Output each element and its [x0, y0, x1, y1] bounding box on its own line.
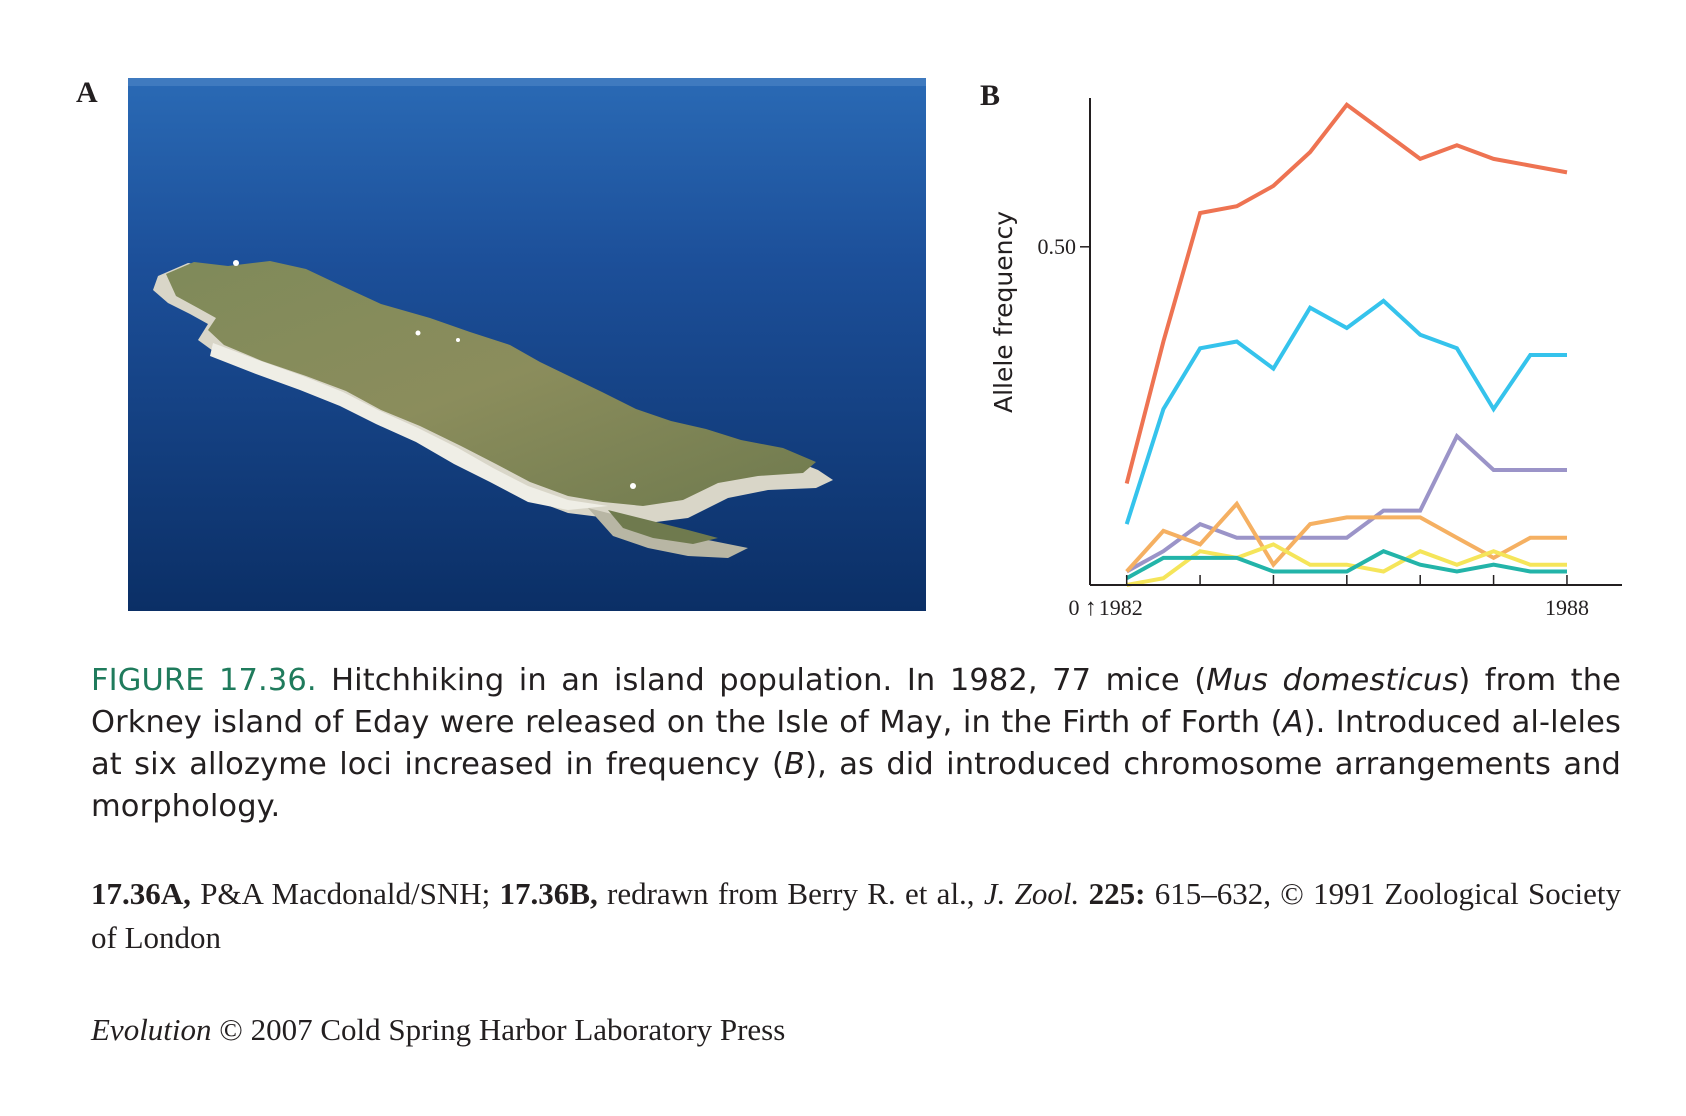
caption-text-2: ) from the Orkney island of Eday were re…: [91, 663, 1621, 740]
publisher-line: Evolution © 2007 Cold Spring Harbor Labo…: [91, 1008, 785, 1052]
series-line-2: [1124, 298, 1567, 525]
x-tick-label-1988: 1988: [1545, 595, 1589, 620]
allele-frequency-chart: Allele frequency 0.50 0 ↑ 1982 1988: [960, 80, 1640, 624]
caption-species: Mus domesticus: [1206, 663, 1459, 698]
y-tick-label-0.50: 0.50: [1038, 234, 1077, 259]
publisher-text: © 2007 Cold Spring Harbor Laboratory Pre…: [211, 1012, 786, 1047]
panel-a-label: A: [76, 76, 98, 109]
figure-credits: 17.36A, P&A Macdonald/SNH; 17.36B, redra…: [91, 872, 1621, 960]
y-tick-label-0: 0: [1069, 595, 1080, 620]
credit-a-ref: 17.36A,: [91, 876, 191, 911]
y-axis-label: Allele frequency: [989, 211, 1018, 413]
caption-text-1: Hitchhiking in an island population. In …: [316, 663, 1207, 698]
credit-b-text: redrawn from Berry R. et al.,: [597, 876, 984, 911]
series-line-1: [1124, 102, 1568, 485]
x-tick-label-1982: 1982: [1099, 595, 1143, 620]
caption-ref-a: A: [1282, 705, 1304, 740]
credit-rest: 615–632, © 1991 Zoological Society of Lo…: [91, 876, 1621, 955]
island-aerial-photo: [128, 78, 926, 611]
publisher-book: Evolution: [91, 1012, 212, 1047]
series-line-3: [1125, 432, 1567, 574]
figure-number: FIGURE 17.36.: [91, 663, 317, 698]
credit-b-ref: 17.36B,: [499, 876, 598, 911]
series-line-5: [1126, 542, 1567, 587]
caption-ref-b: B: [784, 747, 806, 782]
release-arrow: ↑: [1085, 595, 1097, 620]
credit-volume: 225:: [1079, 876, 1146, 911]
credit-a-text: P&A Macdonald/SNH;: [190, 876, 500, 911]
series-layer: [1124, 102, 1568, 587]
credit-journal: J. Zool.: [983, 876, 1080, 911]
series-line-4: [1125, 500, 1567, 573]
island: [153, 260, 833, 558]
series-line-6: [1125, 549, 1567, 580]
figure-caption: FIGURE 17.36. Hitchhiking in an island p…: [91, 660, 1621, 828]
x-ticks: [1125, 575, 1568, 585]
caption-text-4: ), as did introduced chromosome arrangem…: [91, 747, 1621, 824]
caption-text-3: ). Introduced al-leles at six allozyme l…: [91, 705, 1621, 782]
panel-b-label: B: [980, 79, 1001, 112]
